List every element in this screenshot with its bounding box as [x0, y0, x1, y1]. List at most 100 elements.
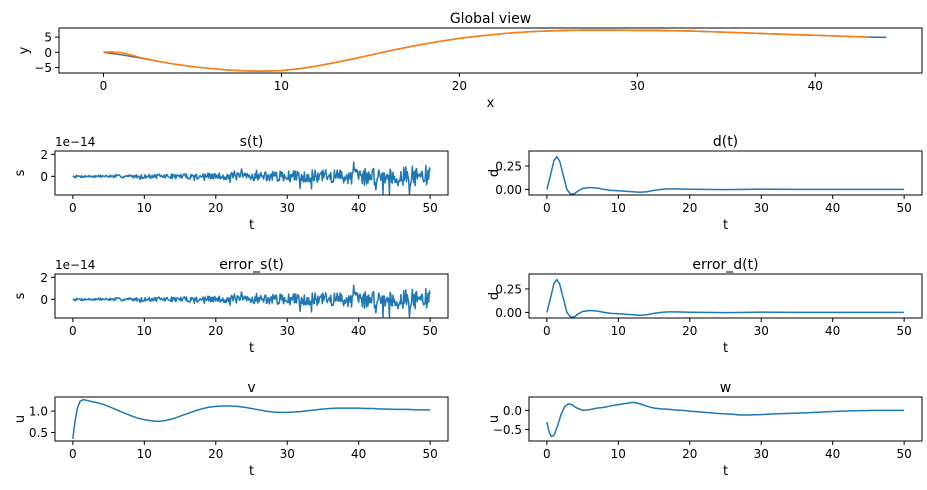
w-xtick-label: 0: [543, 447, 551, 461]
global-ytick-label: 5: [44, 31, 52, 45]
error_s-ytick-label: 0: [40, 293, 48, 307]
d-xtick-label: 30: [754, 201, 769, 215]
global-ytick-label: −5: [34, 61, 52, 75]
v-xtick-label: 10: [137, 447, 152, 461]
d-y-axis-label: d: [487, 169, 502, 177]
s-xtick-label: 30: [280, 201, 295, 215]
error_d-ytick-label: 0.00: [495, 306, 522, 320]
d-ytick-label: 0.25: [495, 159, 522, 173]
w-series-0-line: [546, 401, 905, 438]
s-offset-label: 1e−14: [55, 135, 95, 149]
error_d-axes-frame: [528, 273, 923, 319]
error_d-xtick-label: 40: [825, 324, 840, 338]
d-x-axis-label: t: [723, 218, 728, 233]
v-series-0-line: [72, 398, 431, 439]
w-axes-frame: [528, 396, 923, 442]
v-ytick-label: 0.5: [29, 426, 48, 440]
s-xtick-label: 20: [208, 201, 223, 215]
w-xtick-label: 40: [825, 447, 840, 461]
error_s-x-axis-label: t: [249, 341, 254, 356]
v-xtick-label: 50: [422, 447, 437, 461]
error_s-chart: 0 10 20 30 40 50 0 2 error_s(t)t s 1e−14: [13, 257, 449, 356]
d-chart: 0 10 20 30 40 50 0.00 0.25 d(t) t d: [487, 134, 923, 233]
s-ytick-label: 2: [40, 148, 48, 162]
global-axes-frame: [58, 27, 923, 74]
error_d-series-0-line: [546, 278, 905, 318]
w-xtick-label: 50: [896, 447, 911, 461]
error_d-x-axis-label: t: [723, 341, 728, 356]
s-chart-title: s(t): [240, 134, 264, 150]
w-chart-title: w: [720, 380, 731, 396]
w-xtick-label: 30: [754, 447, 769, 461]
error_d-y-axis-label: d: [487, 292, 502, 300]
error_s-ytick-label: 2: [40, 271, 48, 285]
error_s-xtick-label: 20: [208, 324, 223, 338]
d-series-0-line: [546, 155, 905, 195]
s-chart: 0 10 20 30 40 50 0 2 s(t) t s 1e−14: [13, 134, 449, 233]
v-y-axis-label: u: [13, 415, 28, 423]
v-xtick-label: 20: [208, 447, 223, 461]
error_d-xtick-label: 50: [896, 324, 911, 338]
w-chart: 0 10 20 30 40 50 −0.5 0.0 w t u: [487, 380, 923, 479]
error_s-offset-label: 1e−14: [55, 258, 95, 272]
s-xtick-label: 50: [422, 201, 437, 215]
global-x-axis-label: x: [487, 96, 495, 111]
error_s-xtick-label: 0: [69, 324, 77, 338]
s-axes-frame: [54, 150, 449, 196]
global-xtick-label: 0: [100, 79, 108, 93]
s-xtick-label: 0: [69, 201, 77, 215]
global-xtick-label: 30: [630, 79, 645, 93]
d-ytick-label: 0.00: [495, 183, 522, 197]
error_d-xtick-label: 30: [754, 324, 769, 338]
global-xtick-label: 20: [452, 79, 467, 93]
error_s-xtick-label: 50: [422, 324, 437, 338]
error_s-series-0-line: [72, 284, 431, 318]
error_s-chart-title: error_s(t): [219, 257, 284, 273]
v-xtick-label: 30: [280, 447, 295, 461]
error_d-ytick-label: 0.25: [495, 282, 522, 296]
error_d-xtick-label: 20: [682, 324, 697, 338]
v-x-axis-label: t: [249, 464, 254, 479]
global-series-2-line: [103, 29, 869, 72]
s-ytick-label: 0: [40, 170, 48, 184]
w-ytick-label: −0.5: [493, 423, 522, 437]
error_s-xtick-label: 30: [280, 324, 295, 338]
s-series-0-line: [72, 161, 431, 195]
s-x-axis-label: t: [249, 218, 254, 233]
d-chart-title: d(t): [713, 134, 738, 150]
v-axes-frame: [54, 396, 449, 442]
error_d-chart-title: error_d(t): [692, 257, 758, 273]
d-xtick-label: 10: [611, 201, 626, 215]
w-xtick-label: 20: [682, 447, 697, 461]
d-xtick-label: 20: [682, 201, 697, 215]
error_s-xtick-label: 10: [137, 324, 152, 338]
error_d-xtick-label: 10: [611, 324, 626, 338]
d-xtick-label: 50: [896, 201, 911, 215]
s-xtick-label: 40: [351, 201, 366, 215]
s-y-axis-label: s: [13, 169, 28, 176]
error_d-chart: 0 10 20 30 40 50 0.00 0.25 error_d(t)t d: [487, 257, 923, 356]
w-ytick-label: 0.0: [503, 404, 522, 418]
w-y-axis-label: u: [487, 415, 502, 423]
d-axes-frame: [528, 150, 923, 196]
v-chart: 0 10 20 30 40 50 0.5 1.0 v t u: [13, 380, 449, 479]
v-xtick-label: 0: [69, 447, 77, 461]
v-chart-title: v: [247, 380, 255, 396]
global-xtick-label: 10: [274, 79, 289, 93]
error_d-xtick-label: 0: [543, 324, 551, 338]
error_s-xtick-label: 40: [351, 324, 366, 338]
v-xtick-label: 40: [351, 447, 366, 461]
global-xtick-label: 40: [808, 79, 823, 93]
w-x-axis-label: t: [723, 464, 728, 479]
w-xtick-label: 10: [611, 447, 626, 461]
v-ytick-label: 1.0: [29, 405, 48, 419]
global-chart-title: Global view: [450, 11, 531, 27]
d-xtick-label: 0: [543, 201, 551, 215]
error_s-axes-frame: [54, 273, 449, 319]
global-y-axis-label: y: [17, 46, 32, 54]
error_s-y-axis-label: s: [13, 292, 28, 299]
global-ytick-label: 0: [44, 46, 52, 60]
